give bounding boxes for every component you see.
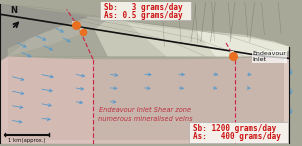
Polygon shape xyxy=(88,17,289,56)
Text: Endeavour
Inlet: Endeavour Inlet xyxy=(253,51,287,62)
Polygon shape xyxy=(0,140,289,145)
FancyBboxPatch shape xyxy=(100,1,191,20)
Text: 1 km(approx.): 1 km(approx.) xyxy=(8,138,46,143)
Text: N: N xyxy=(10,6,17,15)
Bar xyxy=(230,51,234,55)
Text: Sb: 1200 grams/day: Sb: 1200 grams/day xyxy=(193,124,276,133)
Text: As: 0.5 grams/day: As: 0.5 grams/day xyxy=(104,11,182,20)
Text: numerous mineralised veins: numerous mineralised veins xyxy=(98,116,192,122)
Polygon shape xyxy=(93,56,289,145)
Bar xyxy=(72,21,76,25)
Polygon shape xyxy=(0,56,93,145)
Polygon shape xyxy=(284,47,289,145)
Polygon shape xyxy=(196,31,289,56)
Text: Endeavour Inlet Shear zone: Endeavour Inlet Shear zone xyxy=(99,107,191,113)
Text: Sb:   3 grams/day: Sb: 3 grams/day xyxy=(104,4,182,12)
Text: As:   400 grams/day: As: 400 grams/day xyxy=(193,132,281,141)
Polygon shape xyxy=(8,17,108,56)
FancyBboxPatch shape xyxy=(189,122,288,143)
Polygon shape xyxy=(0,5,289,61)
Polygon shape xyxy=(127,23,289,56)
Polygon shape xyxy=(0,5,289,61)
Polygon shape xyxy=(0,5,88,61)
Polygon shape xyxy=(0,56,8,145)
Bar xyxy=(79,28,83,32)
